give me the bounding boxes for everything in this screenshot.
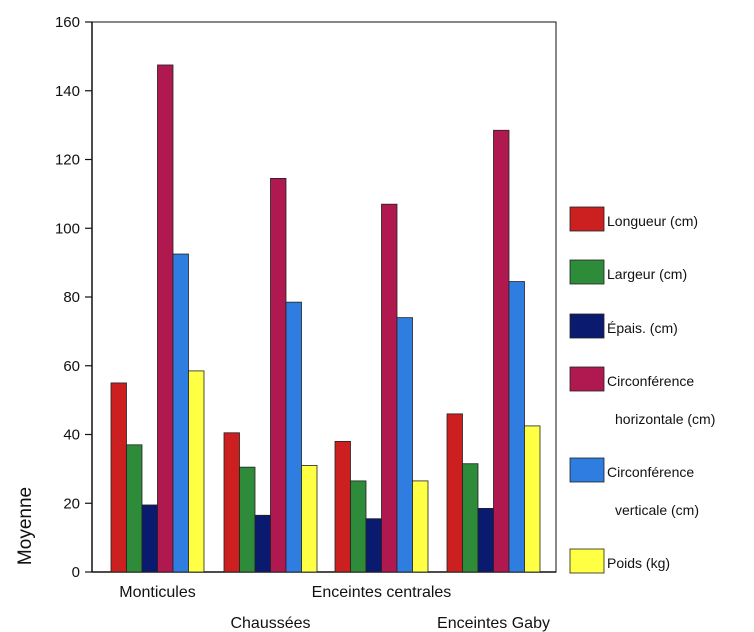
bar	[223, 432, 240, 573]
y-tick-label: 0	[72, 564, 80, 581]
legend-swatch	[569, 548, 605, 574]
bar	[524, 425, 541, 573]
x-tick-label: Enceintes centrales	[312, 584, 452, 601]
y-tick-label: 140	[55, 83, 80, 100]
y-tick-label: 40	[63, 427, 80, 444]
bar	[493, 129, 510, 573]
x-tick-label: Chaussées	[230, 615, 310, 632]
bar	[157, 64, 174, 573]
bar	[172, 253, 189, 573]
legend-swatch	[569, 313, 605, 339]
y-tick-label: 60	[63, 358, 80, 375]
y-axis-title: Moyenne	[15, 487, 36, 565]
legend-swatch	[569, 366, 605, 392]
y-tick-label: 20	[63, 495, 80, 512]
y-tick-label: 100	[55, 220, 80, 237]
bar	[141, 504, 158, 573]
legend-label: Circonférence	[607, 464, 694, 480]
legend: Longueur (cm) Largeur (cm) Épais. (cm) Circ…	[569, 206, 715, 574]
bar	[508, 281, 525, 573]
y-tick-label: 80	[63, 289, 80, 306]
legend-label: Longueur (cm)	[607, 213, 698, 229]
bar	[285, 301, 302, 573]
bar	[381, 203, 398, 573]
legend-label: verticale (cm)	[615, 502, 699, 518]
bar	[477, 508, 494, 573]
bar	[350, 480, 367, 573]
bar	[462, 463, 479, 573]
bar	[270, 178, 287, 573]
bar	[301, 465, 318, 573]
legend-label: Circonférence	[607, 373, 694, 389]
legend-swatch	[569, 206, 605, 232]
x-tick-label: Enceintes Gaby	[437, 615, 550, 632]
legend-label: Épais. (cm)	[607, 320, 678, 336]
legend-label: horizontale (cm)	[615, 411, 715, 427]
bar	[365, 518, 382, 573]
y-tick-label: 120	[55, 152, 80, 169]
legend-swatch	[569, 457, 605, 483]
y-tick-label: 160	[55, 14, 80, 31]
bar	[126, 444, 143, 573]
legend-label: Poids (kg)	[607, 555, 670, 571]
bar	[110, 382, 127, 573]
bar	[188, 370, 205, 573]
bar	[396, 317, 413, 573]
bar	[412, 480, 429, 573]
bar	[334, 440, 351, 573]
legend-swatch	[569, 259, 605, 285]
bar	[254, 514, 271, 573]
legend-label: Largeur (cm)	[607, 266, 687, 282]
x-tick-label: Monticules	[119, 584, 195, 601]
bar	[446, 413, 463, 573]
bar	[239, 466, 256, 573]
